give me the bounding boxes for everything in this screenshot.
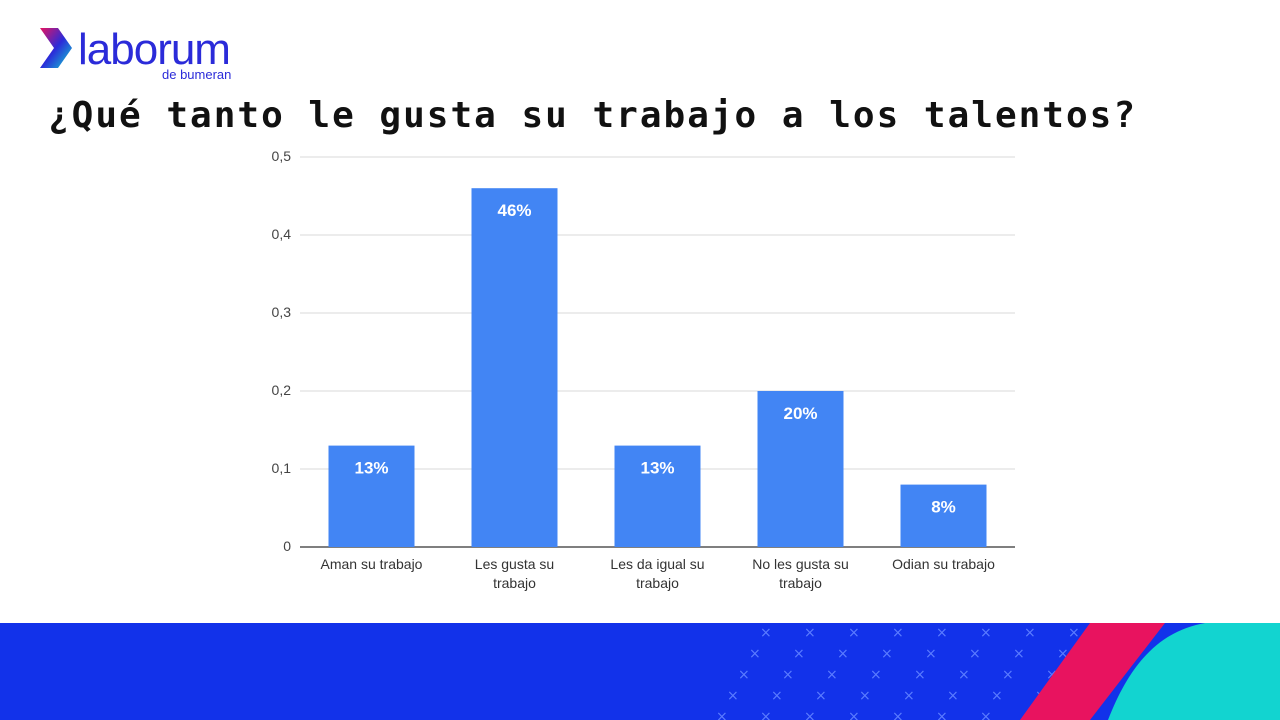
cross-mark: × [771, 688, 783, 704]
cross-mark: × [760, 709, 772, 720]
cross-mark: × [892, 709, 904, 720]
cross-mark: × [870, 667, 882, 683]
cross-mark: × [969, 646, 981, 662]
bar [900, 484, 987, 547]
x-tick-label: Aman su trabajo [321, 556, 423, 572]
y-tick-label: 0,3 [272, 304, 292, 320]
cross-mark: × [1024, 625, 1036, 641]
cross-mark: × [936, 709, 948, 720]
cross-mark: × [925, 646, 937, 662]
cross-mark: × [782, 667, 794, 683]
y-tick-label: 0,5 [272, 148, 292, 164]
teal-shape [1108, 623, 1280, 720]
cross-mark: × [848, 709, 860, 720]
cross-mark: × [804, 625, 816, 641]
chevron-logo-icon [40, 28, 72, 68]
cross-mark: × [881, 646, 893, 662]
y-tick-label: 0 [283, 538, 291, 554]
cross-mark: × [1057, 646, 1069, 662]
cross-mark: × [826, 667, 838, 683]
cross-mark: × [947, 688, 959, 704]
cross-mark: × [804, 709, 816, 720]
cross-mark: × [903, 688, 915, 704]
x-tick-label: Les da igual su trabajo [610, 556, 704, 591]
y-tick-label: 0,2 [272, 382, 292, 398]
cross-mark: × [760, 625, 772, 641]
cross-mark: × [958, 667, 970, 683]
cross-mark: × [991, 688, 1003, 704]
cross-mark: × [1068, 625, 1080, 641]
cross-mark: × [716, 709, 728, 720]
cross-mark: × [1013, 646, 1025, 662]
cross-mark: × [848, 625, 860, 641]
cross-mark: × [793, 646, 805, 662]
y-tick-label: 0,4 [272, 226, 292, 242]
bar [757, 391, 844, 547]
brand-tagline: de bumeran [162, 67, 232, 82]
cross-mark: × [859, 688, 871, 704]
pink-stripe [1020, 623, 1165, 720]
cross-mark: × [727, 688, 739, 704]
cross-mark: × [980, 625, 992, 641]
chart-title: ¿Qué tanto le gusta su trabajo a los tal… [48, 95, 1137, 136]
cross-mark: × [980, 709, 992, 720]
cross-pattern: ××××××××××××××××××××××××××××××××××××××××… [716, 625, 1080, 720]
bar [471, 188, 558, 547]
x-tick-label: No les gusta su trabajo [752, 556, 849, 591]
data-label: 13% [640, 459, 674, 478]
data-label: 13% [354, 459, 388, 478]
bar [614, 445, 701, 547]
cross-mark: × [936, 625, 948, 641]
cross-mark: × [892, 625, 904, 641]
laborum-logo: laborum de bumeran [36, 24, 266, 88]
cross-mark: × [749, 646, 761, 662]
cross-mark: × [738, 667, 750, 683]
cross-mark: × [1002, 667, 1014, 683]
cross-mark: × [1046, 667, 1058, 683]
data-label: 20% [783, 404, 817, 423]
banner-decoration: ××××××××××××××××××××××××××××××××××××××××… [716, 623, 1280, 720]
data-label: 46% [497, 201, 531, 220]
x-tick-label: Les gusta su trabajo [475, 556, 554, 591]
data-label: 8% [931, 498, 956, 517]
y-tick-label: 0,1 [272, 460, 292, 476]
bar-chart: 0 0,1 0,2 0,3 0,4 0,5 13% Aman su trabajo 46% Les… [272, 148, 1015, 591]
cross-mark: × [914, 667, 926, 683]
bar [328, 445, 415, 547]
cross-mark: × [837, 646, 849, 662]
cross-mark: × [815, 688, 827, 704]
brand-name: laborum [78, 25, 231, 74]
x-tick-label: Odian su trabajo [892, 556, 995, 572]
footer-banner: ××××××××××××××××××××××××××××××××××××××××… [0, 623, 1280, 720]
